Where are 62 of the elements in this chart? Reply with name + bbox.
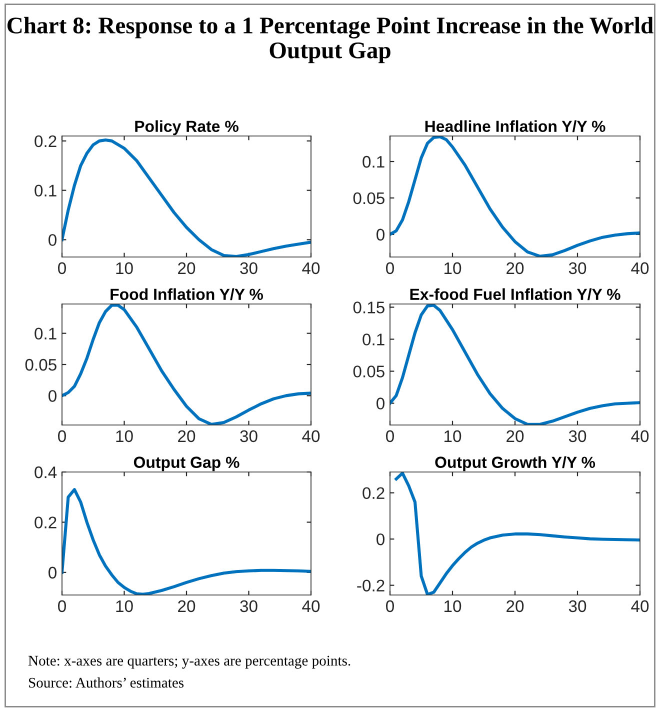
x-tick-label: 30 [240,600,258,612]
x-tick-label: 30 [240,262,258,274]
x-tick-label: 10 [116,430,133,442]
x-tick-label: 20 [178,262,196,274]
x-tick-label: 20 [506,262,524,274]
chart-title: Policy Rate % [135,120,238,136]
x-tick-label: 20 [178,600,196,612]
x-tick-label: 0 [386,430,394,442]
x-tick-label: 40 [302,430,320,442]
y-tick-label: 0.1 [34,328,56,340]
x-tick-label: 10 [116,600,133,612]
y-tick-label: 0.15 [353,302,384,314]
chart-title: Headline Inflation Y/Y % [425,120,606,132]
y-tick-label: 0 [376,228,384,241]
y-tick-label: 0.4 [34,466,57,478]
y-tick-label: 0 [48,390,56,402]
y-tick-label: 0 [48,566,56,579]
x-tick-label: 30 [568,600,586,612]
y-tick-label: 0.1 [34,184,56,197]
x-tick-label: 30 [240,430,258,442]
y-tick-label: 0 [376,533,384,546]
x-tick-label: 10 [444,430,462,442]
y-tick-label: 0 [376,398,384,410]
x-tick-label: 0 [58,600,66,612]
y-tick-label: 0.2 [34,135,56,148]
y-tick-label: 0.2 [362,487,384,500]
x-tick-label: 0 [386,262,394,274]
x-tick-label: 0 [58,430,66,442]
chart-title: Ex-food Fuel Inflation Y/Y % [410,288,620,300]
y-tick-label: 0.05 [353,366,384,378]
y-tick-label: 0.2 [34,516,56,528]
y-tick-label: -0.2 [357,580,384,592]
x-tick-label: 10 [116,262,133,274]
x-tick-label: 20 [506,430,524,442]
x-tick-label: 30 [568,262,586,274]
x-tick-label: 20 [506,600,524,612]
x-tick-label: 40 [631,262,649,274]
x-tick-label: 0 [386,600,394,612]
line-series [390,304,640,425]
line-series [390,136,640,257]
x-tick-label: 40 [302,600,320,612]
x-tick-label: 0 [58,262,66,274]
x-tick-label: 20 [178,430,196,442]
x-tick-label: 40 [302,262,320,274]
x-tick-label: 40 [631,600,649,612]
text: Chart 8: Response to a 1 Percentage Point Increase in the World Output Gap [7,16,654,64]
y-tick-label: 0.1 [362,334,384,346]
chart-title: Food Inflation Y/Y % [110,288,263,300]
chart-title: Output Growth Y/Y % [435,456,596,472]
x-tick-label: 10 [444,600,462,612]
x-tick-label: 10 [444,262,462,274]
text: Note: x-axes are quarters; y-axes are percentage points. [28,656,350,669]
x-tick-label: 30 [568,430,586,442]
chart-title: Output Gap % [134,456,240,472]
source-note: Source: Authors’ estimates [28,677,184,688]
y-tick-label: 0.1 [362,156,384,168]
y-tick-label: 0.05 [353,192,384,204]
y-tick-label: 0 [48,234,56,246]
line-series [62,138,311,257]
y-tick-label: 0.05 [25,358,56,371]
x-tick-label: 40 [631,430,649,442]
line-series [62,304,311,425]
